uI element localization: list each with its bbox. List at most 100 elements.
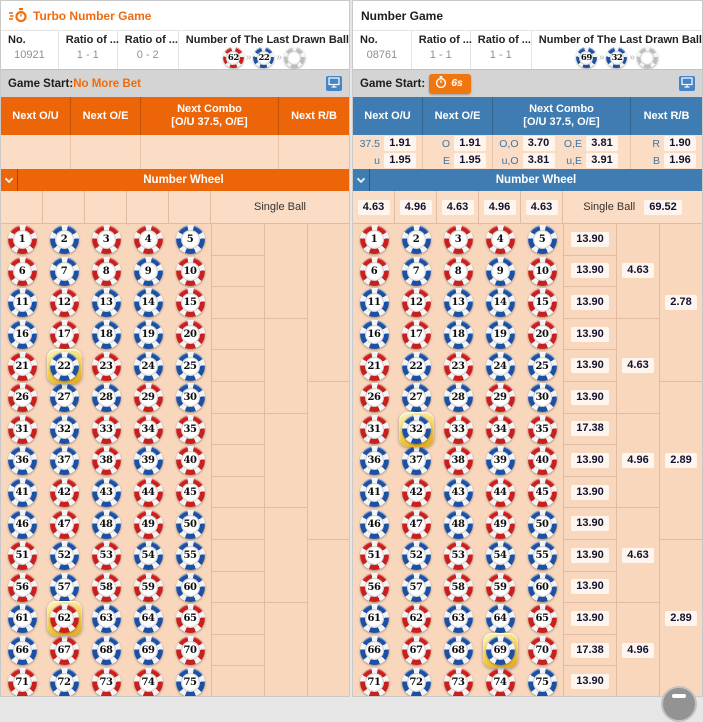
ball-68[interactable]: 68 <box>443 636 473 666</box>
ball-60[interactable]: 60 <box>527 572 557 602</box>
ball-70[interactable]: 70 <box>175 636 205 666</box>
minimize-icon[interactable] <box>661 686 697 722</box>
odds-value[interactable]: 3.81 <box>586 136 618 151</box>
ball-66[interactable]: 66 <box>359 636 389 666</box>
ball-58[interactable]: 58 <box>91 572 121 602</box>
ball-5[interactable]: 5 <box>527 225 557 255</box>
ball-61[interactable]: 61 <box>7 604 37 634</box>
ball-10[interactable]: 10 <box>527 256 557 286</box>
ball-72[interactable]: 72 <box>401 667 431 696</box>
ball-6[interactable]: 6 <box>7 256 37 286</box>
ball-3[interactable]: 3 <box>91 225 121 255</box>
odds-value[interactable]: 13.90 <box>571 389 609 405</box>
ball-63[interactable]: 63 <box>443 604 473 634</box>
odds-value[interactable]: 4.63 <box>622 547 654 563</box>
ball-17[interactable]: 17 <box>49 320 79 350</box>
ball-14[interactable]: 14 <box>133 288 163 318</box>
odds-value[interactable]: 4.63 <box>441 199 474 215</box>
ball-36[interactable]: 36 <box>7 446 37 476</box>
ball-24[interactable]: 24 <box>133 351 163 381</box>
ball-43[interactable]: 43 <box>91 478 121 508</box>
ball-23[interactable]: 23 <box>91 351 121 381</box>
ball-27[interactable]: 27 <box>401 383 431 413</box>
ball-12[interactable]: 12 <box>49 288 79 318</box>
ball-8[interactable]: 8 <box>443 256 473 286</box>
ball-32[interactable]: 32 <box>49 414 79 444</box>
ball-22[interactable]: 22 <box>401 351 431 381</box>
ball-6[interactable]: 6 <box>359 256 389 286</box>
ball-30[interactable]: 30 <box>175 383 205 413</box>
ball-38[interactable]: 38 <box>443 446 473 476</box>
ball-73[interactable]: 73 <box>91 667 121 696</box>
ball-41[interactable]: 41 <box>359 478 389 508</box>
ball-15[interactable]: 15 <box>175 288 205 318</box>
odds-value[interactable]: 4.63 <box>357 199 390 215</box>
ball-1[interactable]: 1 <box>359 225 389 255</box>
ball-29[interactable]: 29 <box>133 383 163 413</box>
ball-18[interactable]: 18 <box>443 320 473 350</box>
ball-34[interactable]: 34 <box>133 414 163 444</box>
ball-32[interactable]: 32 <box>401 414 431 444</box>
ball-29[interactable]: 29 <box>485 383 515 413</box>
ball-50[interactable]: 50 <box>175 509 205 539</box>
ball-44[interactable]: 44 <box>485 478 515 508</box>
ball-31[interactable]: 31 <box>359 414 389 444</box>
ball-59[interactable]: 59 <box>133 572 163 602</box>
ball-2[interactable]: 2 <box>49 225 79 255</box>
ball-47[interactable]: 47 <box>401 509 431 539</box>
ball-56[interactable]: 56 <box>7 572 37 602</box>
odds-value[interactable]: 2.89 <box>665 610 697 626</box>
collapse-toggle[interactable] <box>1 169 18 191</box>
ball-49[interactable]: 49 <box>133 509 163 539</box>
ball-21[interactable]: 21 <box>7 351 37 381</box>
odds-value[interactable]: 4.63 <box>622 358 654 374</box>
ball-8[interactable]: 8 <box>91 256 121 286</box>
ball-75[interactable]: 75 <box>527 667 557 696</box>
ball-35[interactable]: 35 <box>175 414 205 444</box>
ball-24[interactable]: 24 <box>485 351 515 381</box>
ball-45[interactable]: 45 <box>527 478 557 508</box>
odds-value[interactable]: 13.90 <box>571 326 609 342</box>
ball-34[interactable]: 34 <box>485 414 515 444</box>
stats-icon-button[interactable] <box>326 76 342 91</box>
ball-53[interactable]: 53 <box>91 541 121 571</box>
odds-value[interactable]: 13.90 <box>571 294 609 310</box>
odds-value[interactable]: 2.78 <box>665 294 697 310</box>
ball-35[interactable]: 35 <box>527 414 557 444</box>
ball-48[interactable]: 48 <box>443 509 473 539</box>
ball-19[interactable]: 19 <box>485 320 515 350</box>
ball-15[interactable]: 15 <box>527 288 557 318</box>
ball-18[interactable]: 18 <box>91 320 121 350</box>
ball-45[interactable]: 45 <box>175 478 205 508</box>
ball-48[interactable]: 48 <box>91 509 121 539</box>
ball-70[interactable]: 70 <box>527 636 557 666</box>
ball-46[interactable]: 46 <box>359 509 389 539</box>
ball-39[interactable]: 39 <box>133 446 163 476</box>
ball-1[interactable]: 1 <box>7 225 37 255</box>
ball-68[interactable]: 68 <box>91 636 121 666</box>
odds-value[interactable]: 4.96 <box>399 199 432 215</box>
ball-50[interactable]: 50 <box>527 509 557 539</box>
odds-value[interactable]: 17.38 <box>571 421 609 437</box>
ball-37[interactable]: 37 <box>49 446 79 476</box>
ball-30[interactable]: 30 <box>527 383 557 413</box>
ball-9[interactable]: 9 <box>485 256 515 286</box>
odds-value[interactable]: 4.96 <box>483 199 516 215</box>
odds-value[interactable]: 4.96 <box>622 642 654 658</box>
ball-60[interactable]: 60 <box>175 572 205 602</box>
ball-69[interactable]: 69 <box>485 636 515 666</box>
ball-14[interactable]: 14 <box>485 288 515 318</box>
odds-value[interactable]: 1.90 <box>664 136 696 151</box>
ball-20[interactable]: 20 <box>527 320 557 350</box>
ball-52[interactable]: 52 <box>49 541 79 571</box>
ball-19[interactable]: 19 <box>133 320 163 350</box>
odds-value[interactable]: 1.95 <box>384 153 416 168</box>
ball-13[interactable]: 13 <box>91 288 121 318</box>
odds-value[interactable]: 4.63 <box>525 199 558 215</box>
ball-65[interactable]: 65 <box>527 604 557 634</box>
ball-74[interactable]: 74 <box>485 667 515 696</box>
ball-37[interactable]: 37 <box>401 446 431 476</box>
ball-22[interactable]: 22 <box>49 351 79 381</box>
ball-36[interactable]: 36 <box>359 446 389 476</box>
odds-value[interactable]: 3.91 <box>586 153 618 168</box>
